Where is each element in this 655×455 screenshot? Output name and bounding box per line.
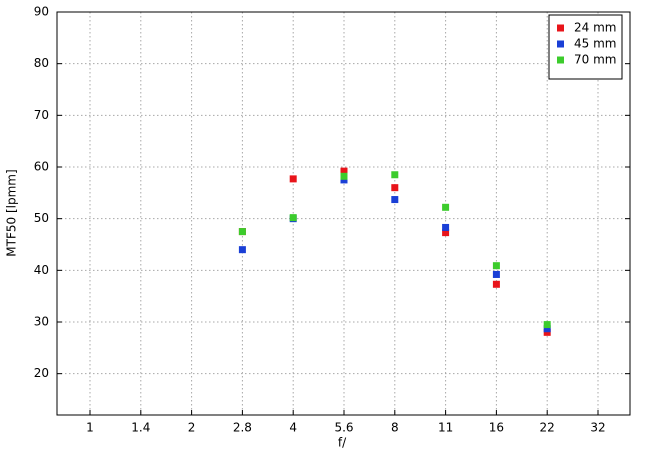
x-tick-label: 22 bbox=[540, 421, 555, 435]
x-tick-label: 5.6 bbox=[334, 421, 353, 435]
point bbox=[289, 214, 297, 222]
y-tick-label: 40 bbox=[34, 263, 49, 277]
point bbox=[442, 223, 450, 231]
point bbox=[442, 203, 450, 211]
legend-swatch bbox=[557, 40, 564, 48]
x-tick-label: 32 bbox=[590, 421, 605, 435]
point bbox=[492, 262, 500, 270]
point bbox=[391, 184, 399, 192]
x-tick-label: 16 bbox=[489, 421, 504, 435]
point bbox=[492, 270, 500, 278]
x-tick-label: 11 bbox=[438, 421, 453, 435]
x-axis-label: f/ bbox=[338, 436, 347, 450]
y-tick-label: 30 bbox=[34, 315, 49, 329]
point bbox=[543, 321, 551, 329]
x-tick-label: 2.8 bbox=[233, 421, 252, 435]
x-tick-label: 4 bbox=[289, 421, 297, 435]
legend-swatch bbox=[557, 24, 564, 32]
point bbox=[238, 246, 246, 254]
y-tick-label: 90 bbox=[34, 5, 49, 19]
point bbox=[289, 175, 297, 183]
y-tick-label: 70 bbox=[34, 108, 49, 122]
point bbox=[340, 167, 348, 175]
point bbox=[340, 172, 348, 180]
x-tick-label: 8 bbox=[391, 421, 399, 435]
point bbox=[391, 196, 399, 204]
legend-label: 24 mm bbox=[574, 21, 616, 35]
legend-label: 70 mm bbox=[574, 53, 616, 67]
x-tick-label: 2 bbox=[188, 421, 196, 435]
legend-swatch bbox=[557, 56, 564, 64]
point bbox=[391, 171, 399, 179]
point bbox=[543, 325, 551, 333]
point bbox=[543, 328, 551, 336]
plot-frame bbox=[56, 11, 631, 416]
point bbox=[238, 228, 246, 236]
y-tick-label: 80 bbox=[34, 56, 49, 70]
x-tick-label: 1.4 bbox=[131, 421, 150, 435]
y-tick-label: 50 bbox=[34, 211, 49, 225]
y-tick-label: 60 bbox=[34, 160, 49, 174]
x-tick-label: 1 bbox=[86, 421, 94, 435]
y-tick-label: 20 bbox=[34, 366, 49, 380]
y-axis-label: MTF50 [lpmm] bbox=[5, 169, 19, 256]
point bbox=[340, 176, 348, 184]
legend: 24 mm 45 mm 70 mm bbox=[548, 14, 623, 80]
point bbox=[442, 229, 450, 237]
legend-label: 45 mm bbox=[574, 37, 616, 51]
point bbox=[492, 280, 500, 288]
